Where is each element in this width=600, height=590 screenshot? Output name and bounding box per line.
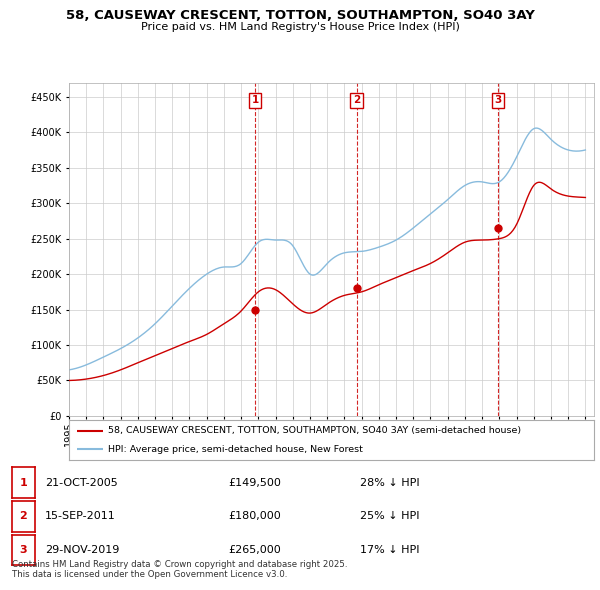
Text: Contains HM Land Registry data © Crown copyright and database right 2025.
This d: Contains HM Land Registry data © Crown c…	[12, 560, 347, 579]
Text: 3: 3	[494, 96, 502, 106]
Text: 25% ↓ HPI: 25% ↓ HPI	[360, 512, 419, 521]
Text: 58, CAUSEWAY CRESCENT, TOTTON, SOUTHAMPTON, SO40 3AY: 58, CAUSEWAY CRESCENT, TOTTON, SOUTHAMPT…	[65, 9, 535, 22]
Text: £180,000: £180,000	[228, 512, 281, 521]
Text: 17% ↓ HPI: 17% ↓ HPI	[360, 545, 419, 555]
Text: HPI: Average price, semi-detached house, New Forest: HPI: Average price, semi-detached house,…	[109, 445, 363, 454]
Text: 2: 2	[20, 512, 27, 521]
Text: 1: 1	[20, 478, 27, 487]
Text: Price paid vs. HM Land Registry's House Price Index (HPI): Price paid vs. HM Land Registry's House …	[140, 22, 460, 32]
Text: 1: 1	[251, 96, 259, 106]
Text: £149,500: £149,500	[228, 478, 281, 487]
Text: 15-SEP-2011: 15-SEP-2011	[45, 512, 116, 521]
Text: 58, CAUSEWAY CRESCENT, TOTTON, SOUTHAMPTON, SO40 3AY (semi-detached house): 58, CAUSEWAY CRESCENT, TOTTON, SOUTHAMPT…	[109, 427, 521, 435]
Text: 21-OCT-2005: 21-OCT-2005	[45, 478, 118, 487]
Text: 29-NOV-2019: 29-NOV-2019	[45, 545, 119, 555]
Text: £265,000: £265,000	[228, 545, 281, 555]
Text: 28% ↓ HPI: 28% ↓ HPI	[360, 478, 419, 487]
Text: 2: 2	[353, 96, 360, 106]
Text: 3: 3	[20, 545, 27, 555]
